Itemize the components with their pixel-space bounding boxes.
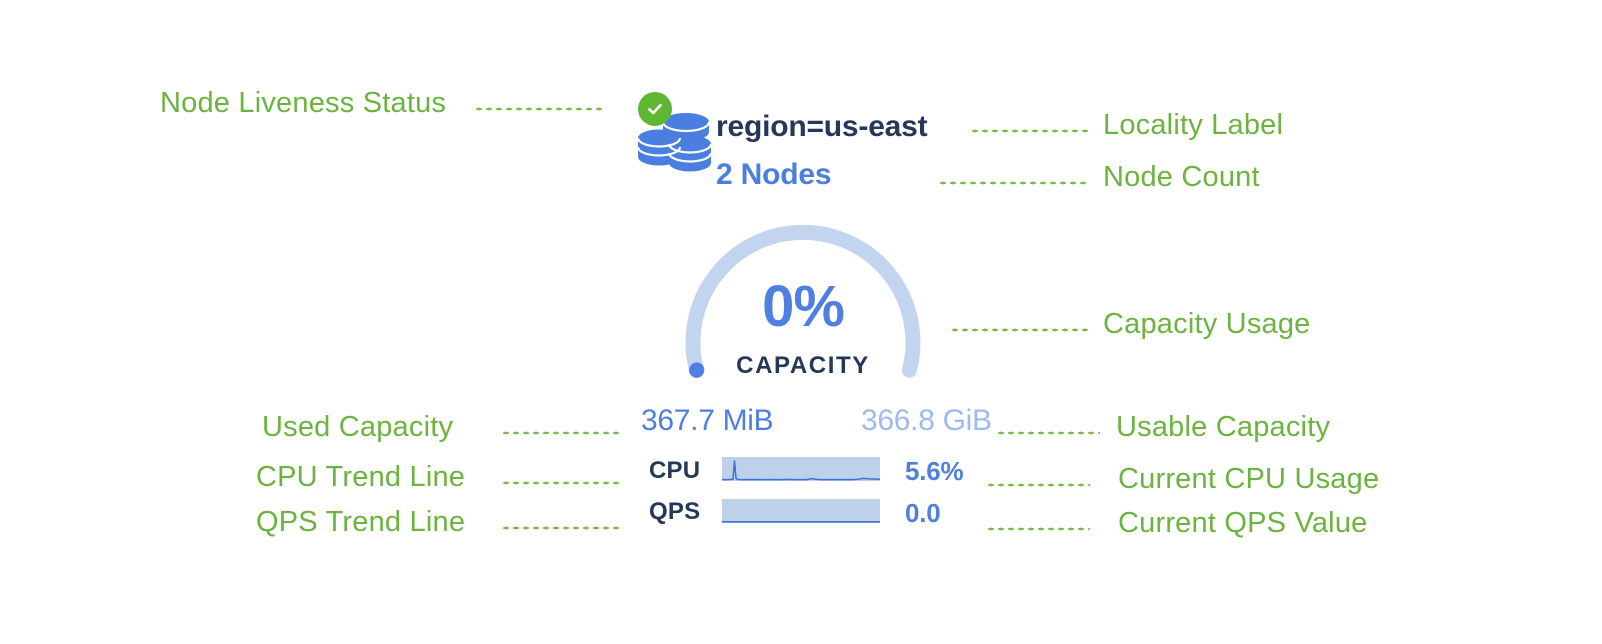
node-liveness-status-badge[interactable] [638,92,672,126]
locality-label: region=us-east [716,110,928,143]
check-circle-icon [648,103,662,115]
qps-sparkline-svg [722,499,880,523]
leader-node-count [938,181,1088,185]
qps-value: 0.0 [905,498,941,528]
cpu-value: 5.6% [905,456,964,486]
node-icon-group [630,92,720,184]
leader-locality-label [970,129,1088,133]
annotation-cpu-trend-line: CPU Trend Line [256,461,466,493]
used-capacity-value: 367.7 MiB [641,404,774,437]
annotation-capacity-usage: Capacity Usage [1103,308,1311,340]
capacity-gauge[interactable]: 0% CAPACITY [655,200,951,410]
annotation-current-cpu-usage: Current CPU Usage [1118,463,1380,495]
qps-label: QPS [649,498,701,525]
annotation-current-qps-value: Current QPS Value [1118,507,1368,539]
qps-sparkline[interactable] [722,499,880,523]
leader-node-liveness-status [474,107,602,111]
node-count[interactable]: 2 Nodes [716,158,832,191]
capacity-gauge-arc [685,224,921,378]
gauge-track [685,224,921,378]
cpu-label: CPU [649,457,701,484]
annotation-node-count: Node Count [1103,161,1260,193]
annotation-used-capacity: Used Capacity [262,411,454,443]
annotation-usable-capacity: Usable Capacity [1116,411,1331,443]
leader-current-cpu-usage [986,483,1090,487]
annotation-node-liveness-status: Node Liveness Status [160,87,447,119]
leader-capacity-usage [950,328,1088,332]
leader-cpu-trend-line [501,481,619,485]
leader-usable-capacity [996,431,1100,435]
cpu-sparkline-svg [722,457,880,481]
leader-used-capacity [501,431,619,435]
gauge-percent-label: 0% [762,274,845,339]
gauge-caption: CAPACITY [736,352,870,379]
leader-qps-trend-line [501,526,619,530]
usable-capacity-value: 366.8 GiB [861,404,992,437]
database-stack-icon [636,113,713,172]
cpu-sparkline[interactable] [722,457,880,481]
annotation-locality-label: Locality Label [1103,109,1284,141]
leader-current-qps-value [986,527,1090,531]
annotation-qps-trend-line: QPS Trend Line [256,506,466,538]
